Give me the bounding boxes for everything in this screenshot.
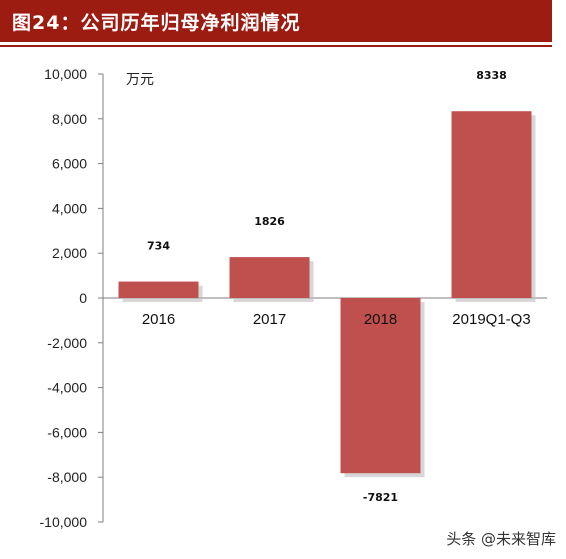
data-label: -7821 xyxy=(363,491,398,504)
y-tick-label: -8,000 xyxy=(47,469,87,485)
x-category-label: 2018 xyxy=(364,311,397,328)
y-tick-label: -6,000 xyxy=(47,424,87,440)
y-tick-label: -2,000 xyxy=(47,335,87,351)
x-category-label: 2019Q1-Q3 xyxy=(452,311,530,328)
data-label: 1826 xyxy=(254,215,285,228)
bar-2017 xyxy=(229,257,310,298)
chart-title: 图24：公司历年归母净利润情况 xyxy=(12,11,301,34)
y-tick-label: -4,000 xyxy=(47,380,87,396)
data-label: 8338 xyxy=(476,69,507,82)
unit-label: 万元 xyxy=(126,72,154,88)
y-tick-label: 8,000 xyxy=(52,111,87,127)
y-tick-label: 2,000 xyxy=(52,245,87,261)
bar-2018 xyxy=(340,298,421,474)
bar-2016 xyxy=(118,281,199,298)
y-tick-label: -10,000 xyxy=(40,514,88,530)
bar-2019Q1-Q3 xyxy=(451,111,532,299)
x-category-label: 2017 xyxy=(253,311,286,328)
x-category-label: 2016 xyxy=(142,311,175,328)
y-tick-label: 0 xyxy=(79,290,87,306)
data-label: 734 xyxy=(147,240,170,253)
y-tick-label: 4,000 xyxy=(52,200,87,216)
y-tick-label: 6,000 xyxy=(52,156,87,172)
watermark-text: 头条 @未来智库 xyxy=(446,530,556,548)
title-underline xyxy=(0,45,552,47)
y-tick-label: 10,000 xyxy=(44,66,87,82)
chart-title-bar: 图24：公司历年归母净利润情况 xyxy=(0,0,552,42)
